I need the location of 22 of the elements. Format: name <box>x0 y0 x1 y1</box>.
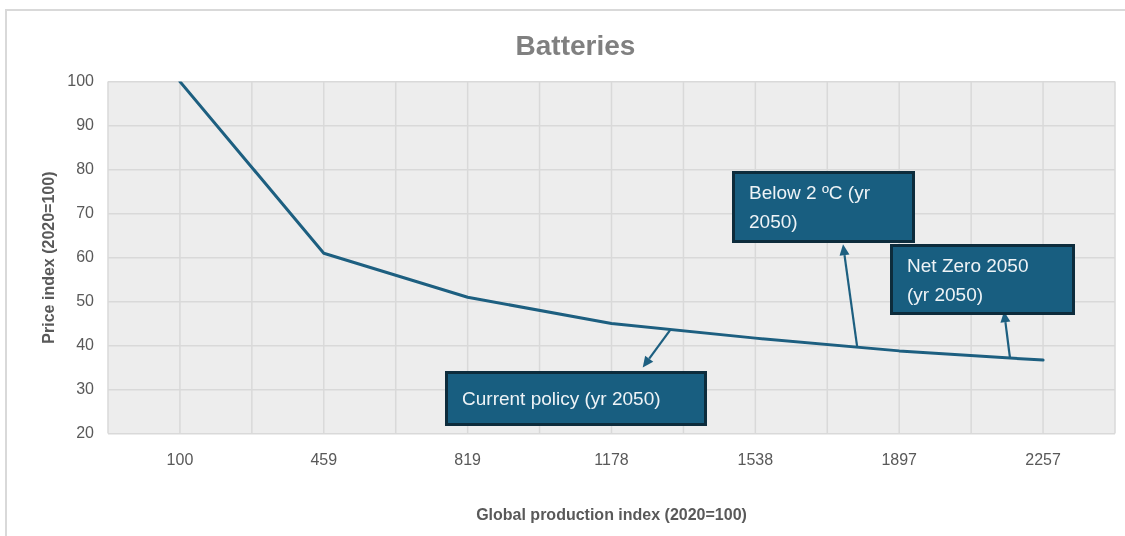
chart-title: Batteries <box>515 29 636 61</box>
x-tick-label: 1538 <box>737 450 774 468</box>
x-tick-label: 100 <box>166 450 194 468</box>
y-tick-label: 60 <box>76 248 95 266</box>
annotation: Net Zero 2050 (yr 2050) <box>907 253 1030 307</box>
y-tick-label: 50 <box>76 292 95 310</box>
y-tick-label: 100 <box>67 72 95 90</box>
y-axis-title: Price index (2020=100) <box>40 171 58 344</box>
x-axis-title: Global production index (2020=100) <box>476 505 747 523</box>
annotation: Current policy (yr 2050) <box>462 387 661 412</box>
y-tick-label: 90 <box>76 116 95 134</box>
x-tick-label: 2257 <box>1025 450 1061 468</box>
y-tick-label: 40 <box>76 336 95 354</box>
x-tick-label: 1178 <box>594 450 629 468</box>
y-tick-label: 80 <box>76 160 95 178</box>
y-tick-label: 70 <box>76 204 95 222</box>
x-tick-label: 1897 <box>881 450 918 468</box>
y-tick-label: 20 <box>76 424 95 442</box>
x-tick-label: 459 <box>310 450 338 468</box>
x-tick-label: 819 <box>454 450 482 468</box>
y-tick-label: 30 <box>76 380 95 398</box>
annotation: Below 2 ºC (yr 2050) <box>749 180 871 234</box>
